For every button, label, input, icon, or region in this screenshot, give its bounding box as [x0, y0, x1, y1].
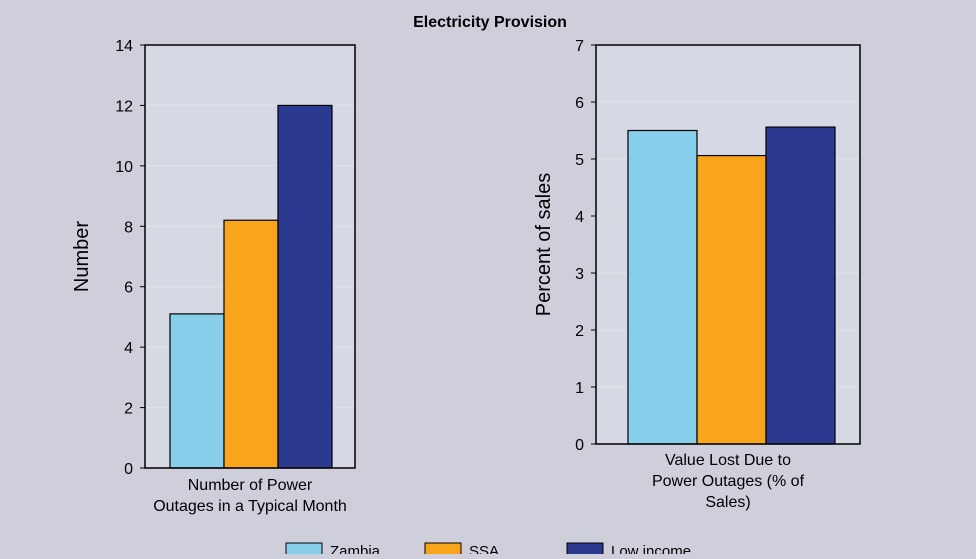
y-axis-label: Percent of sales — [533, 173, 555, 316]
y-tick-label: 4 — [124, 340, 133, 357]
bar-ssa — [696, 154, 767, 445]
legend-label: Zambia — [330, 543, 381, 554]
y-tick-label: 5 — [575, 152, 584, 169]
legend-swatch — [566, 542, 604, 558]
category-label: Number of Power — [188, 477, 313, 494]
y-tick-label: 3 — [575, 266, 584, 283]
y-tick-label: 8 — [124, 219, 133, 236]
y-axis-label: Number — [71, 221, 93, 292]
y-tick-label: 4 — [575, 209, 584, 226]
y-tick-label: 0 — [575, 437, 584, 454]
category-label: Power Outages (% of — [652, 473, 805, 490]
y-tick-label: 7 — [575, 38, 584, 55]
legend-label: Low income — [611, 543, 691, 554]
legend: Zambia SSA Low income — [285, 542, 691, 559]
category-label: Value Lost Due to — [665, 452, 791, 469]
bar-zambia — [169, 313, 225, 469]
legend-swatch — [285, 542, 323, 558]
chart-panel-1: 0 2 4 6 8 10 12 14 Number Number of Power Outages … — [71, 38, 356, 515]
category-label: Sales) — [705, 494, 750, 511]
y-tick-label: 6 — [575, 95, 584, 112]
plot-border — [144, 44, 356, 469]
y-tick-label: 12 — [115, 98, 133, 115]
chart-panel-2: 0 1 2 3 4 5 6 7 Percent of sales Value Lost Due t… — [533, 38, 861, 511]
y-tick-label: 10 — [115, 159, 133, 176]
legend-swatch — [424, 542, 462, 558]
bar-zambia — [627, 129, 698, 445]
chart-title: Electricity Provision — [413, 14, 567, 31]
y-tick-label: 2 — [575, 323, 584, 340]
bar-low-income — [277, 104, 333, 469]
y-tick-label: 6 — [124, 280, 133, 297]
bar-ssa — [223, 219, 279, 469]
y-tick-label: 1 — [575, 380, 584, 397]
y-tick-label: 0 — [124, 461, 133, 478]
y-tick-label: 2 — [124, 401, 133, 418]
legend-label: SSA — [469, 543, 499, 554]
plot-border — [595, 44, 861, 445]
bar-low-income — [765, 126, 836, 445]
y-tick-label: 14 — [115, 38, 133, 55]
category-label: Outages in a Typical Month — [153, 498, 347, 515]
